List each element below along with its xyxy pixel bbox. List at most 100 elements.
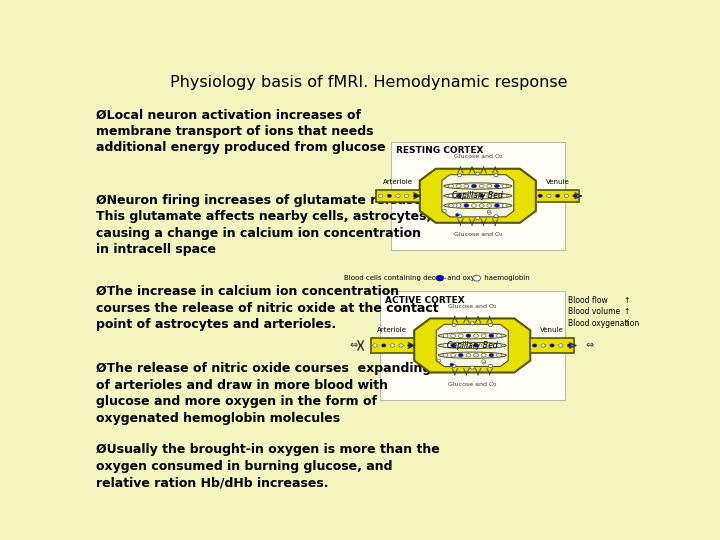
Bar xyxy=(377,190,420,202)
Circle shape xyxy=(482,361,486,364)
Ellipse shape xyxy=(438,342,506,349)
Circle shape xyxy=(476,217,480,219)
Circle shape xyxy=(464,204,469,207)
FancyBboxPatch shape xyxy=(391,141,565,250)
Circle shape xyxy=(541,344,546,347)
Circle shape xyxy=(472,204,477,207)
Circle shape xyxy=(473,275,481,281)
Circle shape xyxy=(480,184,484,188)
Circle shape xyxy=(459,334,463,338)
Text: ØLocal neuron activation increases of
membrane transport of ions that needs
addi: ØLocal neuron activation increases of me… xyxy=(96,109,385,154)
Circle shape xyxy=(480,194,484,198)
Ellipse shape xyxy=(444,202,512,208)
Circle shape xyxy=(559,344,563,347)
Text: ↑: ↑ xyxy=(624,307,630,316)
Text: ⇔: ⇔ xyxy=(585,340,593,350)
Circle shape xyxy=(495,184,499,188)
Circle shape xyxy=(449,194,454,198)
Bar xyxy=(371,338,414,353)
Circle shape xyxy=(495,204,499,207)
Circle shape xyxy=(443,210,446,212)
Circle shape xyxy=(470,322,474,325)
Text: Glucose and O₂: Glucose and O₂ xyxy=(454,232,502,238)
Text: ØThe release of nitric oxide courses  expanding
of arterioles and draw in more b: ØThe release of nitric oxide courses exp… xyxy=(96,362,431,424)
Text: Venule: Venule xyxy=(546,179,570,185)
Circle shape xyxy=(456,213,459,216)
Circle shape xyxy=(497,343,501,347)
Circle shape xyxy=(449,184,454,188)
Circle shape xyxy=(373,344,377,347)
Circle shape xyxy=(387,194,392,198)
Circle shape xyxy=(458,174,462,177)
Circle shape xyxy=(474,343,479,347)
Polygon shape xyxy=(420,168,536,223)
Text: Venule: Venule xyxy=(540,327,564,333)
Circle shape xyxy=(451,334,456,338)
Circle shape xyxy=(443,334,448,338)
Circle shape xyxy=(502,194,507,198)
Text: Blood cells containing deoxy-: Blood cells containing deoxy- xyxy=(344,275,446,281)
Circle shape xyxy=(546,194,551,198)
Circle shape xyxy=(413,194,418,198)
Text: ØThe increase in calcium ion concentration
courses the release of nitric oxide a: ØThe increase in calcium ion concentrati… xyxy=(96,285,438,331)
Circle shape xyxy=(487,194,492,198)
Circle shape xyxy=(456,204,461,207)
Circle shape xyxy=(532,344,537,347)
Circle shape xyxy=(451,353,456,357)
Circle shape xyxy=(458,215,462,218)
Text: Glucose and O₂: Glucose and O₂ xyxy=(448,382,497,387)
Circle shape xyxy=(487,184,492,188)
Circle shape xyxy=(494,215,498,218)
Ellipse shape xyxy=(444,183,512,189)
Bar xyxy=(536,190,580,202)
Circle shape xyxy=(405,194,409,198)
Text: Capillary Bed: Capillary Bed xyxy=(452,191,503,200)
Circle shape xyxy=(436,275,444,281)
Circle shape xyxy=(567,344,572,347)
Circle shape xyxy=(489,334,494,338)
Circle shape xyxy=(396,194,400,198)
Circle shape xyxy=(470,366,474,369)
Circle shape xyxy=(472,184,477,188)
Circle shape xyxy=(538,194,542,198)
Circle shape xyxy=(488,323,492,327)
Circle shape xyxy=(379,194,383,198)
Circle shape xyxy=(487,210,491,213)
Text: ØUsually the brought-in oxygen is more than the
oxygen consumed in burning gluco: ØUsually the brought-in oxygen is more t… xyxy=(96,443,439,489)
Circle shape xyxy=(476,172,480,175)
Circle shape xyxy=(489,353,494,357)
Circle shape xyxy=(487,204,492,207)
Text: ØNeuron firing increases of glutamate release.
This glutamate affects nearby cel: ØNeuron firing increases of glutamate re… xyxy=(96,194,431,256)
Circle shape xyxy=(495,194,499,198)
Text: Glucose and O₂: Glucose and O₂ xyxy=(454,154,502,159)
Text: Blood volume: Blood volume xyxy=(567,307,620,316)
Circle shape xyxy=(390,344,395,347)
Text: ⇔: ⇔ xyxy=(350,340,358,350)
Polygon shape xyxy=(436,325,508,367)
Circle shape xyxy=(450,363,454,366)
Circle shape xyxy=(497,353,501,357)
Circle shape xyxy=(550,344,554,347)
Text: RESTING CORTEX: RESTING CORTEX xyxy=(396,146,484,155)
Circle shape xyxy=(456,184,461,188)
Text: Blood flow: Blood flow xyxy=(567,295,607,305)
Circle shape xyxy=(555,194,559,198)
Circle shape xyxy=(408,344,412,347)
Circle shape xyxy=(564,194,569,198)
Circle shape xyxy=(466,353,471,357)
Circle shape xyxy=(481,343,486,347)
Text: Capillary Bed: Capillary Bed xyxy=(447,341,498,350)
Circle shape xyxy=(382,344,386,347)
Text: ↑: ↑ xyxy=(624,319,630,328)
Circle shape xyxy=(449,204,454,207)
Ellipse shape xyxy=(438,352,506,359)
Text: Physiology basis of fMRI. Hemodynamic response: Physiology basis of fMRI. Hemodynamic re… xyxy=(170,75,568,90)
Circle shape xyxy=(459,343,463,347)
Circle shape xyxy=(489,343,494,347)
Text: Glucose and O₂: Glucose and O₂ xyxy=(448,304,497,309)
Circle shape xyxy=(452,364,456,367)
Text: and oxy-: and oxy- xyxy=(446,275,477,281)
Polygon shape xyxy=(442,175,514,217)
Circle shape xyxy=(482,360,485,362)
Circle shape xyxy=(472,194,477,198)
